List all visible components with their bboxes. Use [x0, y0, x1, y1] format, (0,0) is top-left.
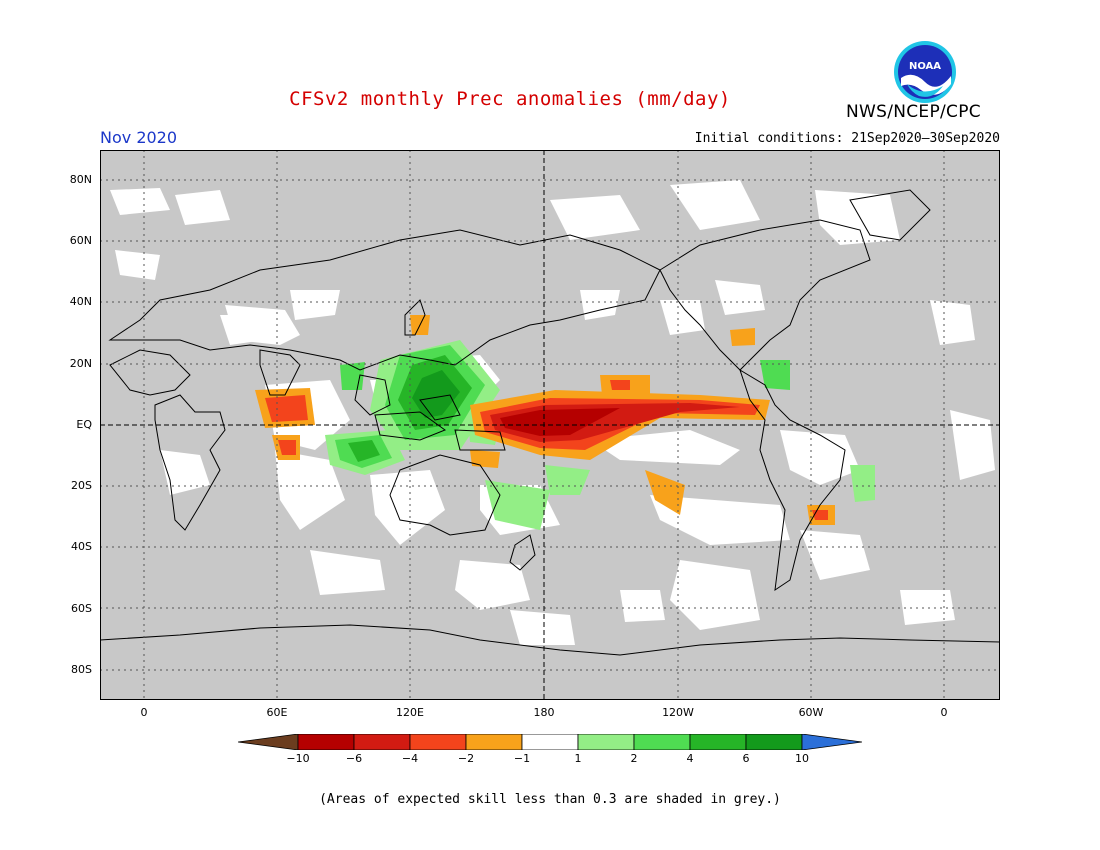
neutral-anomaly-regions	[110, 180, 995, 645]
lon-label: 0	[940, 706, 948, 719]
lat-lon-grid	[100, 150, 1000, 700]
colorbar-max-arrow	[801, 734, 862, 750]
coastlines	[100, 189, 1000, 656]
precip-colorbar	[238, 734, 862, 750]
lon-label: 120E	[396, 706, 424, 719]
positive-anomaly-regions	[325, 340, 875, 530]
lon-label: 0	[140, 706, 148, 719]
lat-label: 40N	[69, 295, 92, 308]
lon-label: 180	[533, 706, 555, 719]
colorbar-label: 1	[574, 752, 582, 765]
colorbar-label: 10	[795, 752, 809, 765]
colorbar-segment	[521, 734, 579, 750]
colorbar-label: −2	[457, 752, 475, 765]
lat-label: EQ	[76, 418, 92, 431]
logo-text: NOAA	[909, 61, 941, 72]
colorbar-label: 4	[686, 752, 694, 765]
colorbar-label: −10	[286, 752, 310, 765]
colorbar-label: −6	[345, 752, 363, 765]
lon-label: 120W	[662, 706, 694, 719]
colorbar-segment	[353, 734, 411, 750]
agency-label: NWS/NCEP/CPC	[846, 102, 981, 122]
colorbar-segment	[745, 734, 803, 750]
colorbar-label: −4	[401, 752, 419, 765]
map-title: CFSv2 monthly Prec anomalies (mm/day)	[289, 88, 731, 110]
lon-label: 60E	[266, 706, 288, 719]
noaa-logo: NOAA	[894, 41, 956, 103]
colorbar-label: 6	[742, 752, 750, 765]
colorbar-segment	[409, 734, 467, 750]
skill-footnote: (Areas of expected skill less than 0.3 a…	[319, 792, 781, 807]
forecast-month: Nov 2020	[100, 128, 178, 147]
colorbar-min-arrow	[238, 734, 299, 750]
colorbar-segment	[577, 734, 635, 750]
colorbar-segment	[297, 734, 355, 750]
precip-anomaly-map	[100, 150, 1000, 700]
colorbar-label: −1	[513, 752, 531, 765]
colorbar-segment	[465, 734, 523, 750]
lat-label: 60S	[71, 602, 92, 615]
initial-conditions: Initial conditions: 21Sep2020–30Sep2020	[694, 131, 1000, 146]
colorbar-label: 2	[630, 752, 638, 765]
equator-dateline	[100, 150, 1000, 700]
lat-label: 40S	[71, 540, 92, 553]
colorbar-segment	[633, 734, 691, 750]
lat-label: 80N	[69, 173, 92, 186]
lat-label: 80S	[71, 663, 92, 676]
lat-label: 20S	[71, 479, 92, 492]
lat-label: 20N	[69, 357, 92, 370]
lat-label: 60N	[69, 234, 92, 247]
colorbar-segment	[689, 734, 747, 750]
lon-label: 60W	[798, 706, 824, 719]
